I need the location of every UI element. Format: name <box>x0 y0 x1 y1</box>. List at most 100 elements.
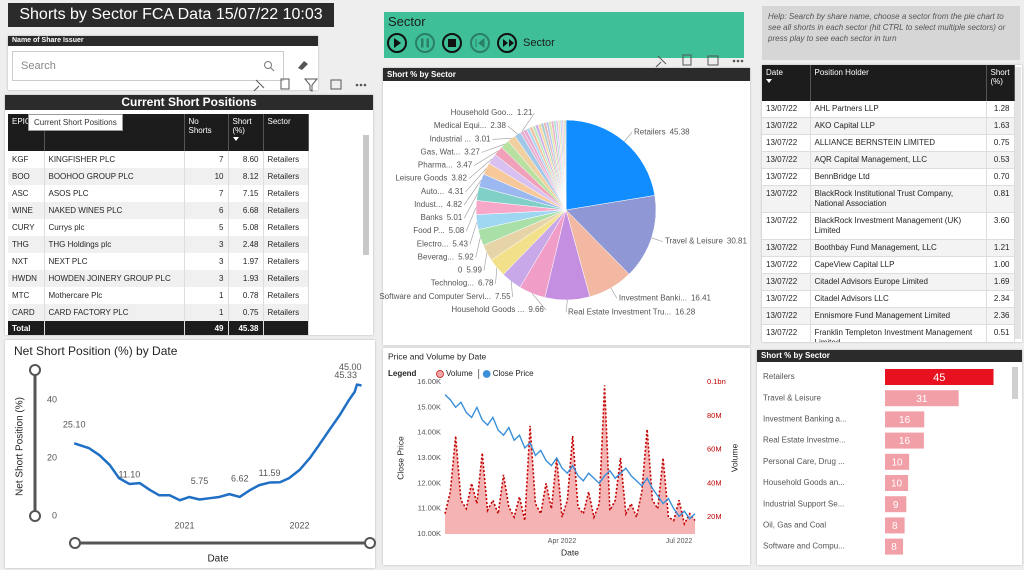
position-row: KGF KINGFISHER PLC 7 8.60 Retailers <box>8 151 309 168</box>
position-row: CURY Currys plc 5 5.08 Retailers <box>8 219 309 236</box>
more-icon <box>732 59 736 63</box>
cell: HOWDEN JOINERY GROUP PLC <box>44 270 185 287</box>
cell: 0.78 <box>228 287 264 304</box>
net-short-panel <box>5 340 375 568</box>
next-button[interactable] <box>497 33 517 53</box>
dashboard-title: Shorts by Sector FCA Data 15/07/22 10:03 <box>8 3 334 27</box>
scrollbar[interactable] <box>1015 67 1021 339</box>
more-icon <box>736 59 740 63</box>
cell: Retailers <box>263 185 309 202</box>
cell: KINGFISHER PLC <box>44 151 185 168</box>
table-body: KGF KINGFISHER PLC 7 8.60 Retailers BOO BOOHOO… <box>8 151 309 321</box>
holder-row: 13/07/22 BennBridge Ltd 0.70 <box>762 168 1015 186</box>
positions-table: EPIC No Shorts Short (%) Sector KGF KINGF… <box>8 114 309 335</box>
cell: AQR Capital Management, LLC <box>810 151 987 169</box>
cell: Retailers <box>263 304 309 321</box>
cell: Retailers <box>263 202 309 219</box>
cell: 1.00 <box>986 256 1015 274</box>
cell: 13/07/22 <box>762 273 811 291</box>
cell: 5.08 <box>228 219 264 236</box>
holders-panel: Date Position Holder Short (%) 13/07/22 A… <box>762 65 1022 342</box>
cell: 3 <box>184 253 229 270</box>
cell: NEXT PLC <box>44 253 185 270</box>
holder-row: 13/07/22 Citadel Advisors Europe Limited 1… <box>762 273 1015 291</box>
cell: CURY <box>8 219 45 236</box>
button-ring <box>442 33 462 53</box>
cell: Currys plc <box>44 219 185 236</box>
tooltip: Current Short Positions <box>28 114 123 131</box>
button-glyph <box>421 38 424 48</box>
position-row: WINE NAKED WINES PLC 6 6.68 Retailers <box>8 202 309 219</box>
cell: 13/07/22 <box>762 324 811 342</box>
header-cell: Sector <box>263 114 309 151</box>
slicer-field: Sector <box>523 37 555 49</box>
cell: 1.69 <box>986 273 1015 291</box>
cell: THG Holdings plc <box>44 236 185 253</box>
slicer-header: Name of Share Issuer <box>8 36 318 46</box>
holder-row: 13/07/22 Citadel Advisors LLC 2.34 <box>762 290 1015 308</box>
cell: CapeView Capital LLP <box>810 256 987 274</box>
header-cell: Date <box>762 65 811 101</box>
position-row: THG THG Holdings plc 3 2.48 Retailers <box>8 236 309 253</box>
sector-bars-panel: Short % by Sector <box>757 350 1022 565</box>
cell: 13/07/22 <box>762 290 811 308</box>
stop-button[interactable] <box>442 33 462 53</box>
position-row: MTC Mothercare Plc 1 0.78 Retailers <box>8 287 309 304</box>
cell: ASC <box>8 185 45 202</box>
cell: 13/07/22 <box>762 117 811 135</box>
cell: ALLIANCE BERNSTEIN LIMITED <box>810 134 987 152</box>
search-box[interactable]: Search <box>12 51 284 81</box>
icon-part <box>270 67 275 72</box>
cell: 10 <box>184 168 229 185</box>
cell: AHL Partners LLP <box>810 101 987 118</box>
cell: 13/07/22 <box>762 239 811 257</box>
pause-button[interactable] <box>415 33 435 53</box>
cell: WINE <box>8 202 45 219</box>
cell: Retailers <box>263 270 309 287</box>
eraser-icon[interactable] <box>296 58 310 72</box>
button-ring <box>470 33 490 53</box>
button-glyph <box>394 38 401 48</box>
cell: 3 <box>184 236 229 253</box>
panel-title: Current Short Positions <box>5 95 373 110</box>
header-cell: Short (%) <box>228 114 264 151</box>
help-text: Help: Search by share name, choose a sec… <box>762 6 1020 60</box>
price-volume-panel <box>383 348 750 565</box>
header-row: EPIC No Shorts Short (%) Sector <box>8 114 309 151</box>
header-cell: Position Holder <box>810 65 987 101</box>
cell: AKO Capital LLP <box>810 117 987 135</box>
more-icon <box>740 59 744 63</box>
cell: 0.75 <box>986 134 1015 152</box>
cell: 1 <box>184 287 229 304</box>
cell: CARD <box>8 304 45 321</box>
button-glyph <box>426 38 429 48</box>
cell: 13/07/22 <box>762 168 811 186</box>
cell: BlackRock Institutional Trust Company, N… <box>810 185 987 213</box>
issuer-slicer: Name of Share Issuer Search <box>8 36 318 90</box>
cell: BOOHOO GROUP PLC <box>44 168 185 185</box>
cell: 1.63 <box>986 117 1015 135</box>
total-cell: Total <box>8 321 45 335</box>
scrollbar[interactable] <box>363 135 369 255</box>
cell: 0.81 <box>986 185 1015 213</box>
cell: Retailers <box>263 168 309 185</box>
scrollbar[interactable] <box>1012 367 1018 399</box>
play-button[interactable] <box>387 33 407 53</box>
cell: Retailers <box>263 151 309 168</box>
cell: NAKED WINES PLC <box>44 202 185 219</box>
cell: ASOS PLC <box>44 185 185 202</box>
cell: BlackRock Investment Management (UK) Lim… <box>810 212 987 240</box>
cell: 13/07/22 <box>762 212 811 240</box>
position-row: NXT NEXT PLC 3 1.97 Retailers <box>8 253 309 270</box>
holder-row: 13/07/22 AQR Capital Management, LLC 0.53 <box>762 151 1015 169</box>
cell: Ennismore Fund Management Limited <box>810 307 987 325</box>
previous-button[interactable] <box>470 33 490 53</box>
icon-part <box>264 61 272 69</box>
more-icon <box>355 83 359 87</box>
cell: 2.48 <box>228 236 264 253</box>
cell: 6 <box>184 202 229 219</box>
search-placeholder: Search <box>21 60 56 72</box>
position-row: CARD CARD FACTORY PLC 1 0.75 Retailers <box>8 304 309 321</box>
cell: 0.75 <box>228 304 264 321</box>
